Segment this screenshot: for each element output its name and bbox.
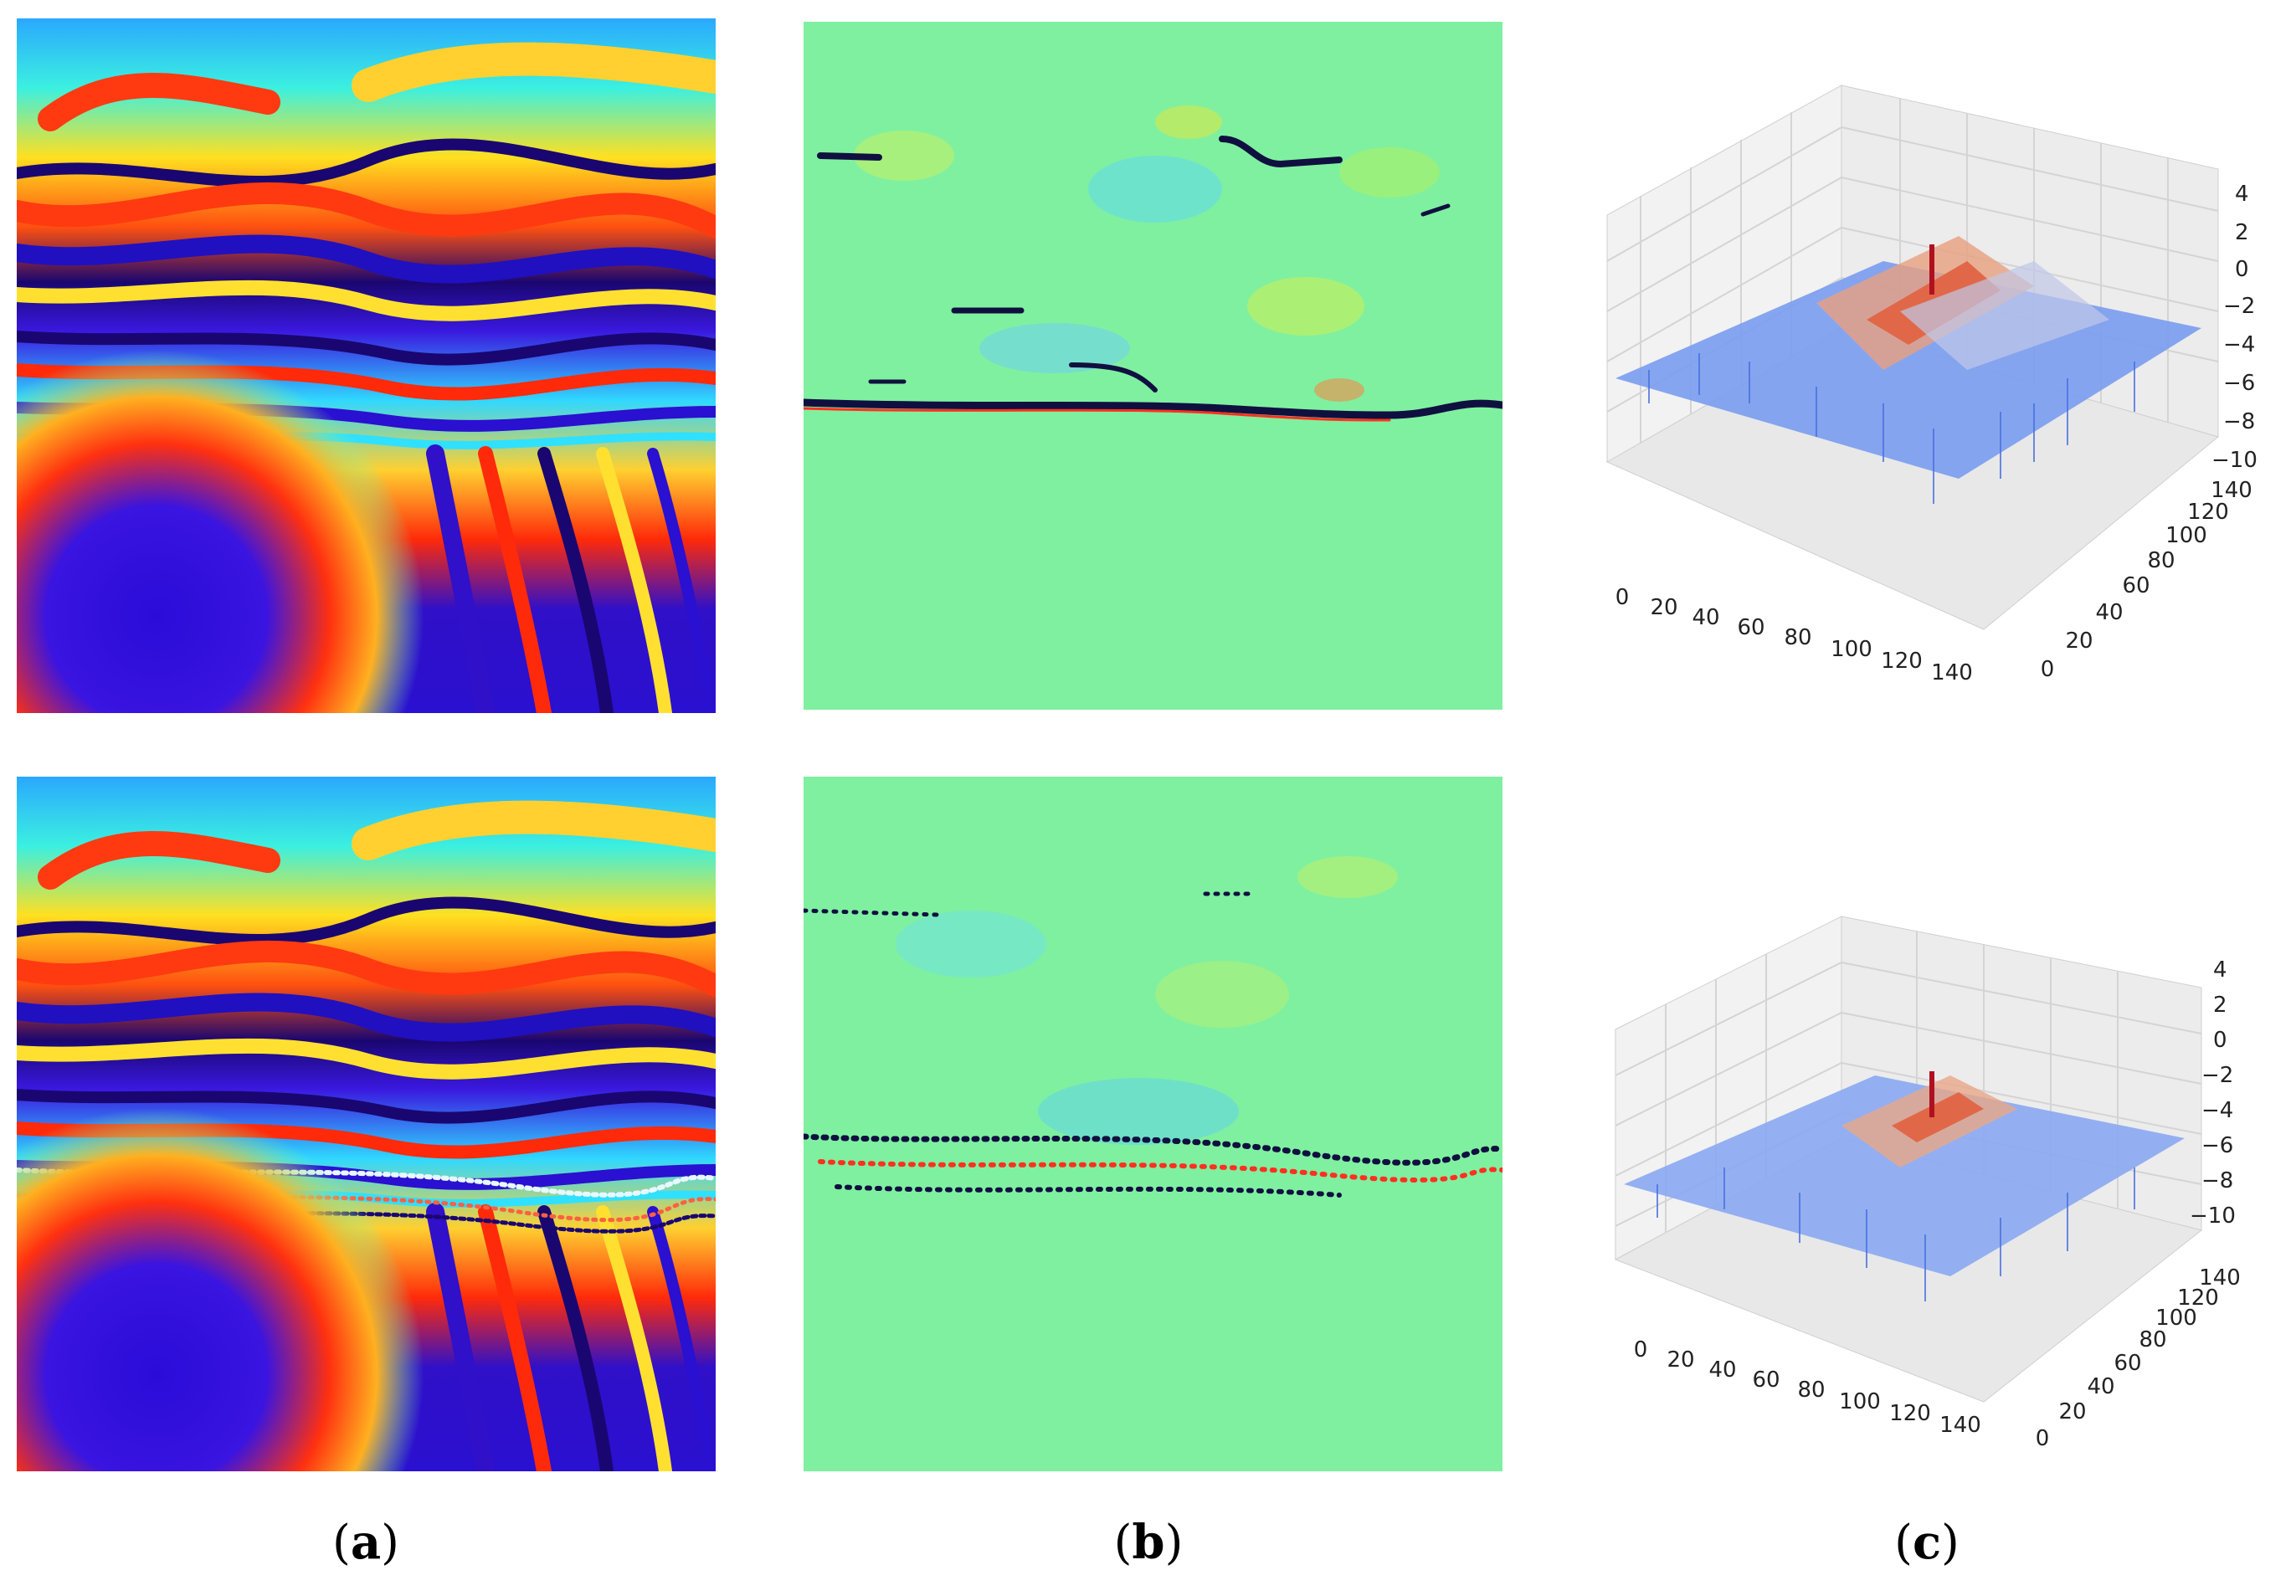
y-tick: 140 [2211, 478, 2252, 503]
wrapped-phase-image-bottom [17, 777, 716, 1471]
z-tick: 2 [2235, 220, 2249, 245]
x-tick: 60 [1737, 615, 1764, 640]
surface-plot-top: 0 20 40 60 80 100 120 140 0 20 40 60 80 … [1565, 10, 2277, 713]
z-tick: −10 [2211, 448, 2257, 473]
caption-b: (b) [1113, 1515, 1184, 1570]
y-tick: 140 [2199, 1265, 2241, 1291]
z-tick: 4 [2235, 182, 2249, 207]
x-tick: 140 [1931, 660, 1973, 685]
y-tick: 60 [2122, 573, 2150, 598]
z-tick: 2 [2213, 993, 2227, 1018]
y-tick: 100 [2165, 523, 2207, 548]
y-tick: 60 [2114, 1351, 2141, 1376]
caption-a: (a) [331, 1515, 400, 1570]
z-tick: 4 [2213, 957, 2227, 983]
x-tick: 120 [1889, 1401, 1931, 1426]
y-tick: 40 [2087, 1374, 2114, 1399]
x-tick: 80 [1784, 625, 1811, 650]
z-tick: 0 [2213, 1028, 2227, 1053]
z-tick: −10 [2190, 1203, 2236, 1229]
y-tick: 0 [2036, 1426, 2050, 1451]
x-tick: 100 [1831, 637, 1872, 662]
z-tick: −6 [2201, 1133, 2233, 1158]
surface-plot-bottom: 0 20 40 60 80 100 120 140 0 20 40 60 80 … [1565, 849, 2277, 1486]
x-tick: 80 [1797, 1378, 1825, 1403]
z-tick: −4 [2223, 332, 2255, 357]
y-tick: 20 [2065, 629, 2093, 654]
z-tick: −6 [2223, 371, 2255, 396]
caption-c: (c) [1894, 1515, 1960, 1570]
x-tick: 0 [1634, 1337, 1648, 1363]
z-tick: −8 [2223, 409, 2255, 434]
y-tick: 100 [2155, 1306, 2197, 1331]
residual-map-bottom [804, 777, 1502, 1471]
x-tick: 40 [1692, 605, 1719, 630]
y-tick: 120 [2187, 500, 2229, 525]
x-tick: 120 [1881, 649, 1923, 674]
x-tick: 60 [1752, 1368, 1780, 1393]
x-tick: 20 [1667, 1347, 1694, 1373]
y-tick: 0 [2041, 657, 2055, 682]
x-tick: 100 [1839, 1389, 1881, 1414]
x-tick: 20 [1650, 595, 1677, 620]
z-tick: −4 [2201, 1098, 2233, 1123]
y-tick: 80 [2147, 548, 2175, 573]
y-tick: 40 [2095, 600, 2123, 625]
z-tick: −8 [2201, 1168, 2233, 1193]
x-tick: 40 [1708, 1357, 1736, 1383]
y-tick: 80 [2139, 1327, 2166, 1352]
z-tick: −2 [2201, 1063, 2233, 1088]
z-tick: 0 [2235, 257, 2249, 282]
residual-map-top [804, 22, 1502, 710]
y-tick: 120 [2177, 1286, 2219, 1311]
z-tick: −2 [2223, 294, 2255, 319]
x-tick: 140 [1939, 1413, 1981, 1438]
x-tick: 0 [1615, 585, 1630, 610]
wrapped-phase-image-top [17, 18, 716, 713]
y-tick: 20 [2058, 1399, 2086, 1424]
